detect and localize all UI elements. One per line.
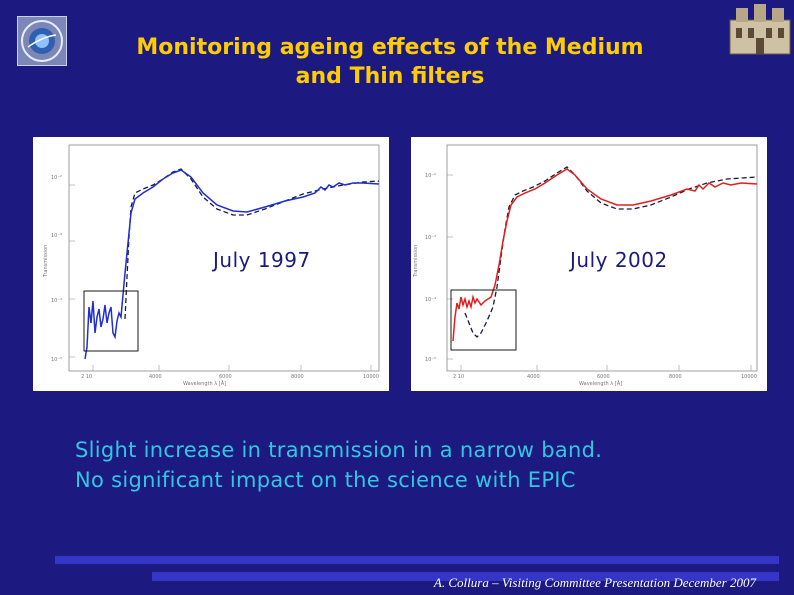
title-line-1: Monitoring ageing effects of the Medium bbox=[136, 35, 644, 60]
plot-2002-graphic: 10⁻² 10⁻³ 10⁻⁴ 10⁻⁵ 2 10 4000 6000 8000 1000… bbox=[413, 144, 758, 387]
observatory-logo bbox=[728, 2, 792, 56]
plot-1997-graphic: 10⁻² 10⁻³ 10⁻⁴ 10⁻⁵ 2 10 4000 6000 8000 1000… bbox=[43, 144, 380, 387]
svg-text:10⁻³: 10⁻³ bbox=[51, 233, 62, 239]
svg-text:10⁻⁴: 10⁻⁴ bbox=[425, 297, 436, 303]
svg-text:10⁻³: 10⁻³ bbox=[425, 235, 436, 241]
svg-text:10⁻⁵: 10⁻⁵ bbox=[425, 357, 436, 363]
observatory-building-icon bbox=[729, 4, 791, 55]
conclusion-text: Slight increase in transmission in a nar… bbox=[75, 435, 775, 495]
svg-text:2 10: 2 10 bbox=[81, 374, 92, 380]
svg-text:10⁻²: 10⁻² bbox=[425, 173, 436, 179]
svg-text:10000: 10000 bbox=[741, 374, 757, 380]
svg-text:10000: 10000 bbox=[363, 374, 379, 380]
svg-text:10⁻²: 10⁻² bbox=[51, 175, 62, 181]
svg-text:4000: 4000 bbox=[527, 374, 540, 380]
institute-logo bbox=[17, 16, 67, 66]
footer-credit: A. Collura – Visiting Committee Presenta… bbox=[433, 575, 756, 590]
footer-divider-upper bbox=[55, 556, 779, 564]
svg-text:10⁻⁵: 10⁻⁵ bbox=[51, 357, 62, 363]
slide-title: Monitoring ageing effects of the Medium … bbox=[60, 33, 720, 91]
svg-text:6000: 6000 bbox=[219, 374, 232, 380]
svg-text:4000: 4000 bbox=[149, 374, 162, 380]
panel-label-1997: July 1997 bbox=[211, 248, 313, 272]
footer-divider-lower bbox=[152, 572, 779, 581]
svg-text:2 10: 2 10 bbox=[453, 374, 464, 380]
bullet-line-2: No significant impact on the science wit… bbox=[75, 468, 576, 492]
transmission-plot-2002: 10⁻² 10⁻³ 10⁻⁴ 10⁻⁵ 2 10 4000 6000 8000 1000… bbox=[411, 137, 767, 391]
svg-text:Transmission: Transmission bbox=[43, 245, 49, 278]
bullet-line-1: Slight increase in transmission in a nar… bbox=[75, 438, 603, 462]
title-line-2: and Thin filters bbox=[295, 64, 485, 89]
svg-text:10⁻⁴: 10⁻⁴ bbox=[51, 298, 62, 304]
svg-text:8000: 8000 bbox=[291, 374, 304, 380]
svg-text:8000: 8000 bbox=[669, 374, 682, 380]
svg-text:Transmission: Transmission bbox=[413, 245, 419, 278]
transmission-plot-1997: 10⁻² 10⁻³ 10⁻⁴ 10⁻⁵ 2 10 4000 6000 8000 1000… bbox=[33, 137, 389, 391]
svg-text:6000: 6000 bbox=[597, 374, 610, 380]
panel-label-2002: July 2002 bbox=[568, 248, 670, 272]
institute-emblem-icon bbox=[21, 20, 63, 62]
svg-text:Wavelength λ [Å]: Wavelength λ [Å] bbox=[183, 380, 226, 387]
svg-text:Wavelength λ [Å]: Wavelength λ [Å] bbox=[579, 380, 622, 387]
